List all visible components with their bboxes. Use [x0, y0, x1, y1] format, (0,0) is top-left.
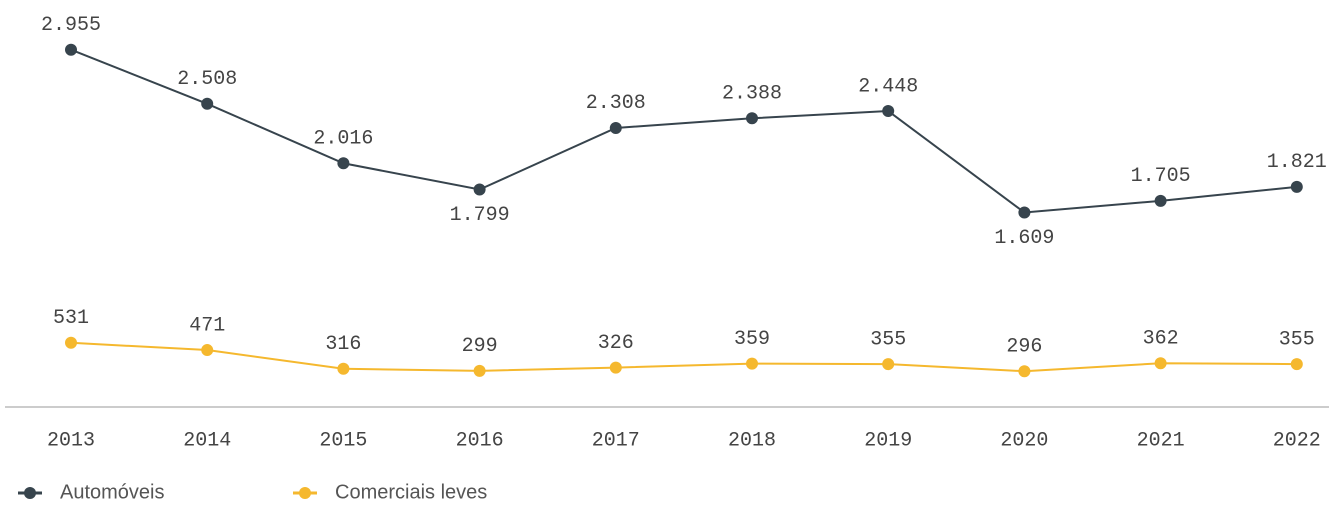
x-tick-label: 2020	[1000, 429, 1048, 452]
point	[746, 357, 758, 370]
point	[746, 112, 758, 125]
x-tick-label: 2018	[728, 429, 776, 452]
value-label: 362	[1143, 328, 1179, 351]
value-label: 296	[1006, 335, 1042, 358]
value-label: 355	[870, 328, 906, 351]
point	[882, 105, 895, 118]
legend-label: Comerciais leves	[335, 481, 487, 503]
point	[337, 157, 350, 170]
point	[1290, 180, 1303, 193]
value-label: 1.821	[1267, 151, 1327, 174]
point	[473, 364, 486, 377]
point	[609, 361, 622, 374]
x-tick-label: 2016	[456, 429, 504, 452]
value-label: 1.609	[994, 227, 1054, 250]
x-tick-label: 2021	[1137, 429, 1185, 452]
value-label: 355	[1279, 328, 1315, 351]
value-label: 2.388	[722, 83, 782, 106]
value-label: 299	[462, 335, 498, 358]
point	[337, 362, 350, 375]
value-label: 1.799	[450, 204, 510, 227]
point	[65, 43, 77, 56]
value-label: 531	[53, 307, 89, 330]
point	[201, 344, 214, 357]
value-label: 2.308	[586, 92, 646, 115]
value-label: 326	[598, 332, 634, 355]
point	[65, 336, 77, 349]
point	[473, 183, 486, 196]
x-tick-label: 2013	[47, 429, 95, 452]
x-tick-label: 2017	[592, 429, 640, 452]
value-label: 2.508	[177, 68, 237, 91]
value-label: 2.448	[858, 75, 918, 98]
value-label: 1.705	[1131, 165, 1191, 188]
series-line	[70, 48, 1297, 214]
point	[1290, 358, 1303, 371]
point	[1018, 206, 1031, 219]
value-label: 2.016	[313, 128, 373, 151]
point	[882, 358, 895, 371]
legend-marker	[24, 487, 36, 499]
value-label: 359	[734, 328, 770, 351]
legend-label: Automóveis	[60, 481, 165, 503]
point	[1018, 365, 1031, 378]
point	[1154, 194, 1167, 207]
x-tick-label: 2015	[319, 429, 367, 452]
x-tick-label: 2014	[183, 429, 231, 452]
point	[201, 97, 214, 110]
value-label: 2.955	[41, 14, 101, 37]
point	[1154, 357, 1167, 370]
x-tick-label: 2019	[864, 429, 912, 452]
legend-marker	[299, 487, 311, 499]
point	[609, 121, 622, 134]
value-label: 316	[325, 333, 361, 356]
x-tick-label: 2022	[1273, 429, 1321, 452]
series-line	[70, 341, 1297, 373]
value-label: 471	[189, 314, 225, 337]
